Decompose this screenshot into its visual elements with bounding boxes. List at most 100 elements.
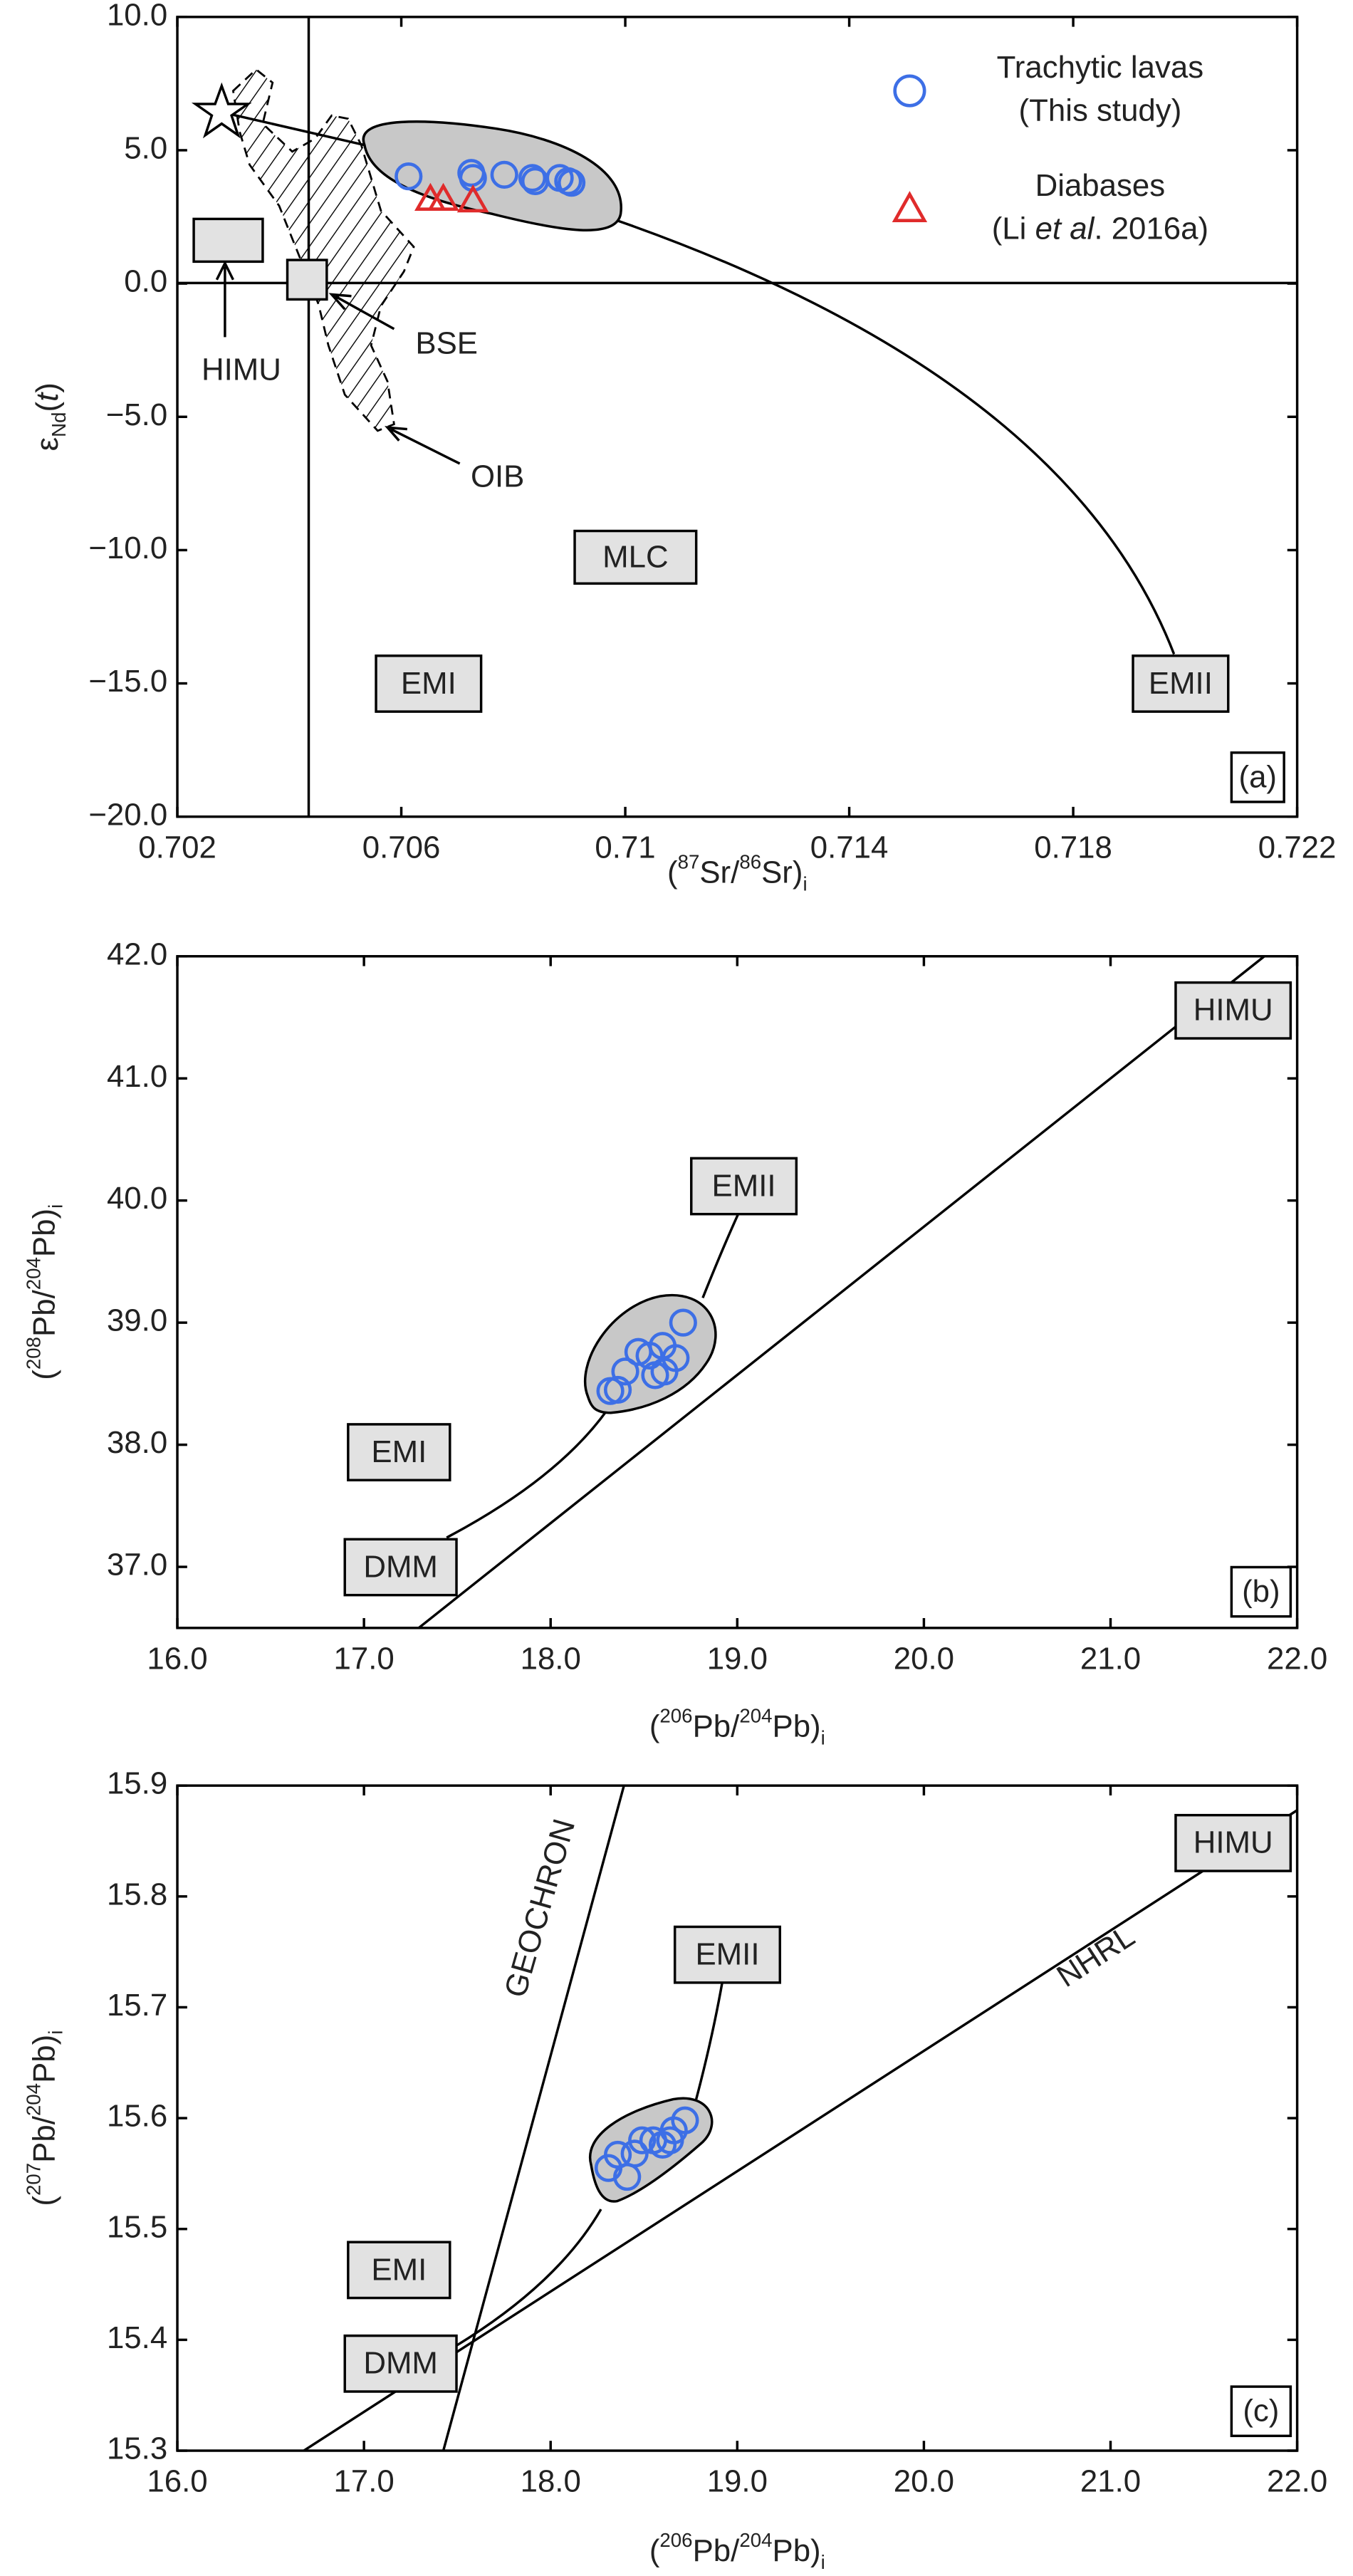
- y-axis-label-part: ε: [30, 437, 65, 452]
- annotation: EMI: [371, 2252, 427, 2287]
- panel-label: (a): [1238, 759, 1277, 794]
- y-axis-label-part: 204: [22, 2083, 44, 2116]
- y-tick-label: −20.0: [88, 797, 167, 832]
- legend-source-part: . 2016a): [1094, 211, 1208, 246]
- annotation: EMI: [371, 1434, 427, 1469]
- y-axis-label-part: i: [44, 2030, 66, 2035]
- x-axis-label: (206Pb/204Pb)i: [649, 1704, 825, 1748]
- y-axis-label-part: Pb/: [26, 1289, 61, 1337]
- triangle-marker: [456, 184, 489, 213]
- annotation: NHRL: [1050, 1919, 1141, 1994]
- y-tick-label: 15.6: [107, 2099, 167, 2134]
- x-tick-label: 0.714: [810, 830, 889, 865]
- circle-marker: [635, 1341, 664, 1370]
- y-axis-label: εNd(t): [30, 382, 70, 451]
- legend-source-part: et al: [1035, 211, 1095, 246]
- x-tick-label: 21.0: [1080, 2464, 1141, 2499]
- circle-marker: [518, 164, 547, 192]
- panel-label: (b): [1242, 1574, 1280, 1609]
- y-tick-label: 41.0: [107, 1059, 167, 1094]
- y-axis-label-part: i: [44, 1204, 66, 1209]
- y-axis-label-part: (: [30, 401, 65, 412]
- circle-marker: [596, 1377, 625, 1405]
- x-tick-label: 19.0: [707, 2464, 768, 2499]
- y-tick-label: 15.9: [107, 1766, 167, 1801]
- x-tick-label: 18.0: [521, 1642, 581, 1677]
- x-axis-label-part: 87: [678, 850, 700, 872]
- circle-marker: [669, 1308, 697, 1337]
- x-axis-label-part: i: [803, 872, 807, 895]
- annotation: EMII: [712, 1168, 776, 1203]
- y-tick-label: 15.3: [107, 2431, 167, 2466]
- y-tick-label: 15.7: [107, 1988, 167, 2023]
- circle-marker: [395, 162, 423, 191]
- circle-marker: [611, 1357, 639, 1386]
- y-tick-label: 15.8: [107, 1877, 167, 1912]
- y-axis-label-part: t: [30, 392, 65, 402]
- legend-marker: [892, 191, 928, 223]
- y-tick-label: 5.0: [124, 131, 167, 166]
- annotation: HIMU: [1193, 1825, 1273, 1860]
- legend-source-part: (This study): [1019, 93, 1182, 127]
- annotation: MLC: [602, 539, 668, 574]
- y-tick-label: 15.5: [107, 2209, 167, 2244]
- y-axis-label-part: ): [30, 382, 65, 393]
- circle-marker: [662, 1344, 690, 1372]
- y-axis-label-part: 204: [22, 1257, 44, 1290]
- y-tick-label: 37.0: [107, 1548, 167, 1582]
- x-axis-label-part: Sr/: [699, 855, 740, 890]
- x-tick-label: 20.0: [894, 1642, 954, 1677]
- x-tick-label: 0.706: [362, 830, 441, 865]
- x-tick-label: 17.0: [333, 1642, 394, 1677]
- x-tick-label: 0.71: [595, 830, 655, 865]
- annotation: EMII: [1149, 666, 1213, 701]
- y-axis-label-part: Pb): [26, 2035, 61, 2083]
- x-tick-label: 20.0: [894, 2464, 954, 2499]
- x-axis-label-part: (: [667, 855, 678, 890]
- triangle-marker: [427, 182, 459, 211]
- panel-label: (c): [1243, 2394, 1279, 2429]
- x-axis-label-part: Pb): [772, 2533, 820, 2568]
- y-tick-label: 40.0: [107, 1181, 167, 1216]
- x-axis-label-part: Pb/: [693, 1709, 741, 1743]
- circle-marker: [641, 1361, 669, 1389]
- annotation: BSE: [415, 326, 478, 361]
- y-tick-label: 39.0: [107, 1303, 167, 1338]
- x-axis-label-part: (: [649, 2533, 660, 2568]
- y-tick-label: −10.0: [88, 531, 167, 565]
- circle-marker: [620, 2139, 649, 2168]
- x-tick-label: 0.718: [1034, 830, 1112, 865]
- y-tick-label: 10.0: [107, 0, 167, 32]
- legend-source-part: (Li: [992, 211, 1035, 246]
- x-tick-label: 16.0: [147, 1642, 207, 1677]
- legend-source: (Li et al. 2016a): [992, 211, 1208, 246]
- y-tick-label: −15.0: [88, 664, 167, 699]
- x-tick-label: 16.0: [147, 2464, 207, 2499]
- panel-b-shapes: [343, 955, 1292, 1629]
- annotation: EMII: [695, 1937, 759, 1972]
- x-axis-label-part: 204: [739, 2529, 772, 2551]
- y-tick-label: 15.4: [107, 2320, 167, 2355]
- y-axis-label-part: Pb/: [26, 2115, 61, 2163]
- x-tick-label: 0.702: [138, 830, 216, 865]
- annotation: HIMU: [1193, 993, 1273, 1028]
- x-axis-label-part: 204: [739, 1704, 772, 1726]
- y-tick-label: 0.0: [124, 264, 167, 299]
- legend-label: Diabases: [1035, 168, 1166, 203]
- circle-marker: [639, 2126, 667, 2154]
- annotation: OIB: [471, 459, 524, 494]
- x-axis-label: (87Sr/86Sr)i: [667, 850, 808, 895]
- y-axis-label-part: 207: [22, 2163, 44, 2196]
- panel-c-shapes: [303, 1785, 1298, 2452]
- annotation: DMM: [363, 1549, 438, 1584]
- x-tick-label: 22.0: [1267, 2464, 1327, 2499]
- x-tick-label: 0.722: [1258, 830, 1337, 865]
- y-axis-label-part: Nd: [48, 412, 70, 437]
- x-axis-label-part: Sr): [761, 855, 803, 890]
- circle-marker: [656, 2126, 684, 2154]
- y-axis-label-part: (: [26, 2196, 61, 2206]
- y-axis-label-part: 208: [22, 1337, 44, 1370]
- panel-a-shapes: [177, 16, 1297, 817]
- x-axis-label-part: 206: [659, 2529, 692, 2551]
- circle-marker: [628, 2126, 657, 2154]
